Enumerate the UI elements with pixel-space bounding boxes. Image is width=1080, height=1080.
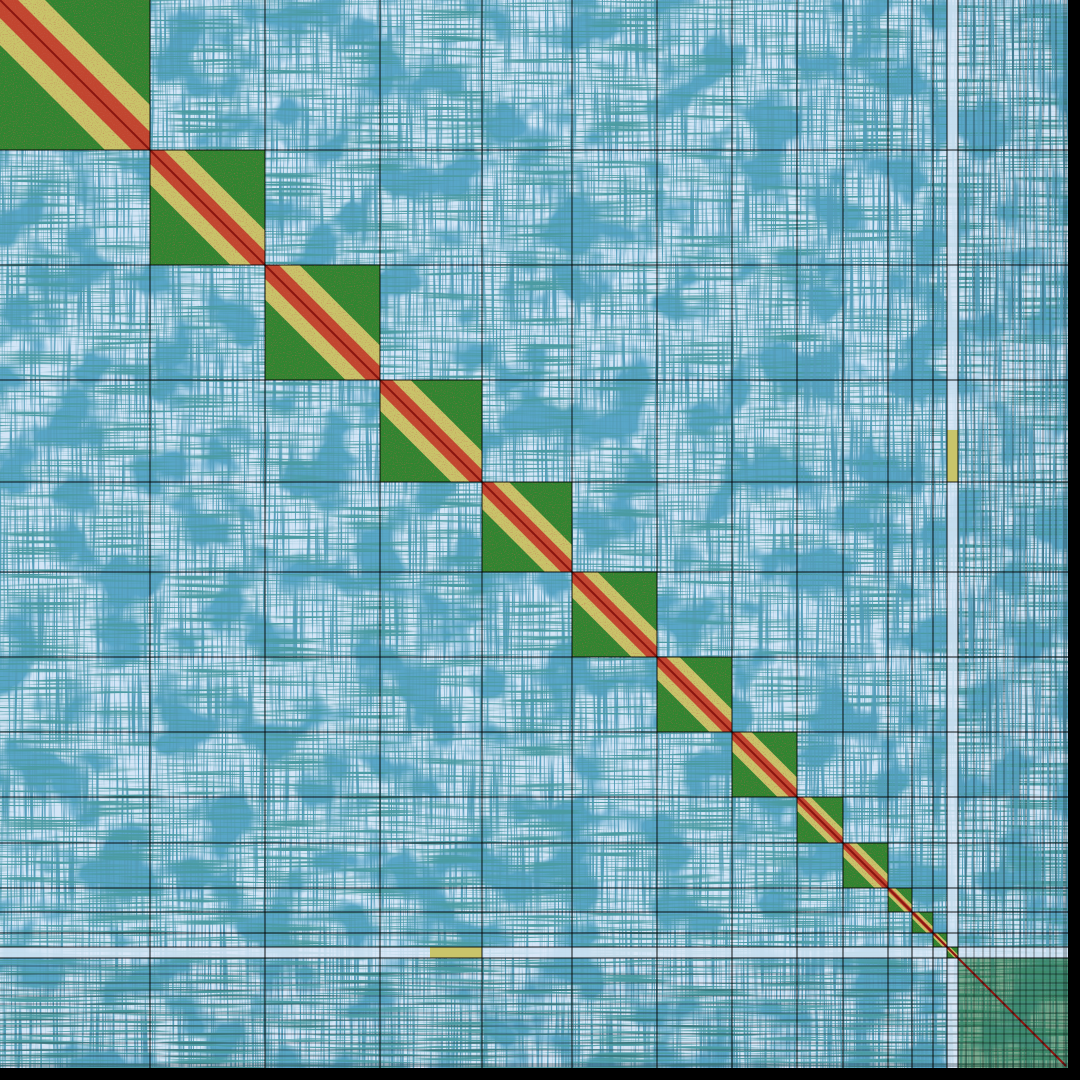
diagonal — [571, 571, 658, 658]
diagonal — [1042, 1042, 1051, 1051]
diagonal — [1019, 1019, 1027, 1027]
diagonal — [946, 946, 959, 959]
diagonal — [1003, 1003, 1014, 1014]
diagonal — [1055, 1055, 1065, 1065]
diagonal — [1012, 1012, 1021, 1021]
hotspot — [430, 947, 482, 958]
diagonal — [989, 989, 997, 997]
diagonal — [995, 995, 1005, 1005]
boundaries — [0, 0, 1068, 1068]
diagonal — [731, 731, 798, 798]
diagonal — [1063, 1063, 1067, 1067]
diagonal — [932, 932, 948, 948]
diagonal — [1025, 1025, 1035, 1035]
sparse-column — [947, 0, 958, 1068]
diagonal — [149, 149, 266, 266]
diagonal — [1049, 1049, 1057, 1057]
diagonal — [887, 887, 913, 913]
diagonal — [0, 0, 151, 151]
diagonal — [842, 842, 889, 889]
hotspot — [947, 430, 958, 482]
diagonal — [796, 796, 844, 844]
diagonal — [481, 481, 573, 573]
diagonal — [379, 379, 483, 483]
texture-dense-bottom — [0, 800, 1068, 1068]
diagonal — [957, 957, 967, 967]
diagonal-blocks — [0, 0, 1067, 1067]
diagonal — [264, 264, 381, 381]
diagonal — [965, 965, 975, 975]
diagonal — [911, 911, 934, 934]
diagonal — [656, 656, 733, 733]
diagonal — [973, 973, 984, 984]
diagonal — [982, 982, 991, 991]
sparse-row — [0, 947, 1068, 958]
diagonal — [1033, 1033, 1044, 1044]
